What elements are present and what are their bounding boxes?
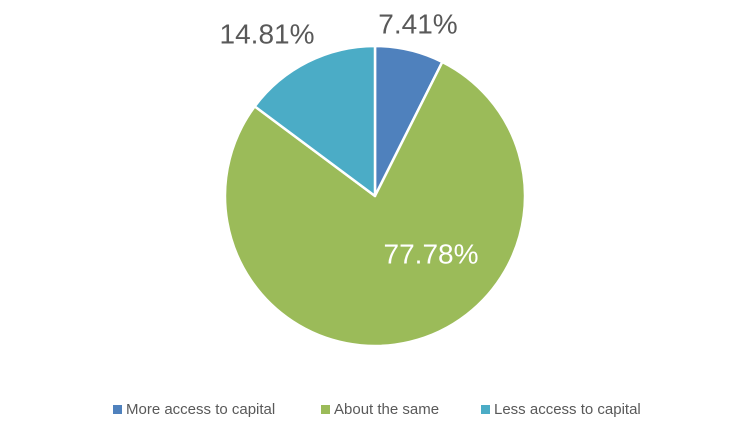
legend-swatch: [321, 405, 330, 414]
legend-item-about-the-same: About the same: [321, 401, 439, 418]
pie-slice-about-the-same: [223, 60, 527, 348]
legend-label: Less access to capital: [494, 401, 641, 418]
data-label-less-access-to-capital: 14.81%: [220, 18, 315, 49]
legend-item-more-access-to-capital: More access to capital: [113, 401, 275, 418]
pie-data-labels: 7.41% 77.78% 14.81%: [220, 8, 479, 269]
legend-swatch: [481, 405, 490, 414]
pie-slices: [223, 44, 527, 348]
legend-item-less-access-to-capital: Less access to capital: [481, 401, 641, 418]
data-label-more-access-to-capital: 7.41%: [378, 8, 457, 39]
pie-slice-less-access-to-capital: [253, 44, 377, 198]
legend-label: About the same: [334, 401, 439, 418]
chart-legend: More access to capital About the same Less…: [113, 401, 641, 418]
legend-label: More access to capital: [126, 401, 275, 418]
legend-swatch: [113, 405, 122, 414]
data-label-about-the-same: 77.78%: [384, 238, 479, 269]
